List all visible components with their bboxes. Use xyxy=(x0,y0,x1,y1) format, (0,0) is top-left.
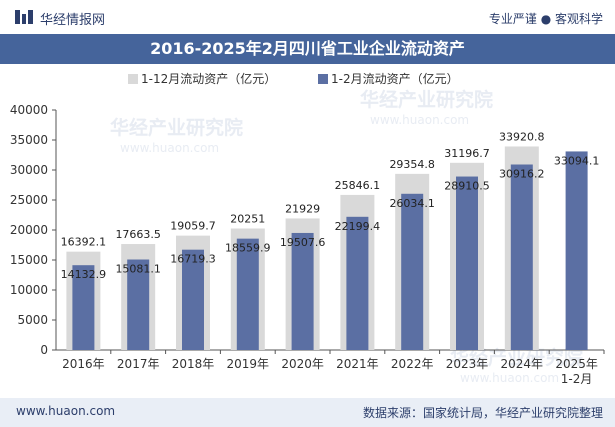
data-label-jan-feb: 14132.9 xyxy=(61,268,107,281)
data-label-jan-feb: 18559.9 xyxy=(225,242,271,255)
data-label-jan-feb: 28910.5 xyxy=(444,180,490,193)
watermark-url: www.huaon.com xyxy=(460,371,559,385)
data-label-jan-feb: 19507.6 xyxy=(280,236,326,249)
data-label-jan-feb: 15081.1 xyxy=(115,263,161,276)
bar-chart: 华经产业研究院 www.huaon.com 华经产业研究院 www.huaon.com… xyxy=(10,71,605,386)
bar-jan-feb xyxy=(510,164,533,350)
data-label-jan-feb: 33094.1 xyxy=(554,154,600,167)
y-tick-label: 15000 xyxy=(10,253,48,267)
bar-jan-feb xyxy=(346,216,369,350)
y-tick-label: 25000 xyxy=(10,193,48,207)
bar-jan-feb xyxy=(72,265,95,350)
x-tick-label: 2016年 xyxy=(62,357,105,371)
y-tick-label: 10000 xyxy=(10,283,48,297)
x-tick-label: 2020年 xyxy=(281,357,324,371)
data-label-jan-feb: 26034.1 xyxy=(389,197,435,210)
top-bar: 华经情报网 专业严谨 ● 客观科学 xyxy=(0,0,615,34)
x-tick-label: 1-2月 xyxy=(561,372,593,386)
chart-title: 2016-2025年2月四川省工业企业流动资产 xyxy=(0,34,615,64)
y-tick-label: 20000 xyxy=(10,223,48,237)
x-tick-label: 2024年 xyxy=(501,357,544,371)
y-tick-label: 5000 xyxy=(17,313,48,327)
y-tick-label: 35000 xyxy=(10,133,48,147)
legend-label-1: 1-2月流动资产（亿元） xyxy=(331,71,459,86)
y-tick-label: 0 xyxy=(40,343,48,357)
bar-jan-feb xyxy=(182,249,204,350)
data-label-jan-feb: 16719.3 xyxy=(170,253,216,266)
data-label-annual: 20251 xyxy=(230,212,265,225)
bar-jan-feb xyxy=(291,232,314,350)
data-label-annual: 25846.1 xyxy=(335,179,381,192)
footer-bar: www.huaon.com 数据来源：国家统计局，华经产业研究院整理 xyxy=(0,398,615,427)
data-label-annual: 19059.7 xyxy=(170,220,216,233)
watermark-url: www.huaon.com xyxy=(120,141,219,155)
watermark-url: www.huaon.com xyxy=(370,113,469,127)
x-tick-label: 2019年 xyxy=(227,357,270,371)
legend-swatch-1 xyxy=(318,74,328,84)
data-source: 数据来源：国家统计局，华经产业研究院整理 xyxy=(362,406,603,420)
data-label-annual: 33920.8 xyxy=(499,130,545,143)
watermark-text: 华经产业研究院 xyxy=(450,346,583,369)
data-label-annual: 16392.1 xyxy=(61,236,107,249)
bar-jan-feb xyxy=(236,238,259,350)
data-label-annual: 17663.5 xyxy=(115,228,161,241)
data-label-annual: 31196.7 xyxy=(444,147,490,160)
x-tick-label: 2021年 xyxy=(336,357,379,371)
watermark-text: 华经产业研究院 xyxy=(360,88,493,111)
x-tick-label: 2023年 xyxy=(446,357,489,371)
brand-name: 华经情报网 xyxy=(40,13,106,28)
data-label-jan-feb: 30916.2 xyxy=(499,168,545,181)
bar-jan-feb xyxy=(456,176,478,350)
data-label-annual: 29354.8 xyxy=(389,158,435,171)
bar-jan-feb xyxy=(401,193,424,350)
brand-logo-icon xyxy=(15,10,33,24)
bar-jan-feb xyxy=(565,151,588,350)
legend-label-0: 1-12月流动资产（亿元） xyxy=(141,71,276,86)
slogan: 专业严谨 ● 客观科学 xyxy=(488,12,603,26)
data-label-annual: 21929 xyxy=(285,202,320,215)
x-tick-label: 2018年 xyxy=(172,357,215,371)
data-label-jan-feb: 22199.4 xyxy=(335,220,381,233)
watermark-text: 华经产业研究院 xyxy=(110,116,243,139)
bar-jan-feb xyxy=(127,259,150,350)
y-tick-label: 40000 xyxy=(10,103,48,117)
x-tick-label: 2022年 xyxy=(391,357,434,371)
x-tick-label: 2017年 xyxy=(117,357,160,371)
legend-swatch-0 xyxy=(128,74,138,84)
x-tick-label: 2025年 xyxy=(555,357,598,371)
y-tick-label: 30000 xyxy=(10,163,48,177)
footer-site[interactable]: www.huaon.com xyxy=(16,404,116,418)
